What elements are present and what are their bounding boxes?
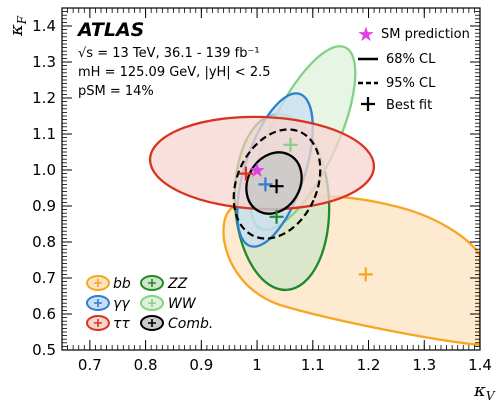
psm-label: pSM = 14% — [78, 84, 154, 99]
legend-95-label: 95% CL — [386, 76, 436, 91]
svg-text:ZZ: ZZ — [167, 276, 188, 292]
x-tick-label: 1.2 — [357, 356, 381, 374]
legend-sm-label: SM prediction — [381, 27, 470, 42]
legend-entry-bb: bb — [86, 275, 131, 292]
best-fit-cross- — [238, 166, 253, 181]
y-tick-label: 1.3 — [32, 53, 56, 71]
legend-entry-tautau: ττ — [86, 315, 130, 332]
legend-68-label: 68% CL — [386, 52, 436, 67]
legend-bestfit-label: Best fit — [386, 98, 432, 113]
best-fit-markers: ★ — [238, 137, 373, 282]
legend-entry-zz: ZZ — [140, 275, 188, 292]
x-tick-label: 1.3 — [412, 356, 436, 374]
x-tick-label: 0.9 — [189, 356, 213, 374]
y-tick-label: 0.5 — [32, 341, 56, 359]
style-legend: ★ SM prediction 68% CL 95% CL Best fit — [357, 22, 470, 113]
svg-text:Comb.: Comb. — [168, 316, 213, 332]
y-tick-label: 1.4 — [32, 17, 56, 35]
contour-comb-68 — [245, 151, 303, 215]
axis-ticks: 0.7 0.8 0.9 1 1.1 1.2 1.3 1.4 0.5 0.6 0.7 0.8 0.9 1.0… — [32, 7, 492, 374]
svg-text:γγ: γγ — [113, 296, 130, 312]
energy-lumi-label: √s = 13 TeV, 36.1 - 139 fb⁻¹ — [78, 46, 260, 61]
best-fit-cross-ww — [283, 137, 298, 152]
contour-comb-95 — [232, 128, 322, 240]
channel-legend: bb ZZ γγ WW ττ Comb. — [86, 275, 213, 332]
y-tick-label: 0.6 — [32, 305, 56, 323]
best-fit-cross-comb — [269, 179, 284, 194]
sm-prediction-star-icon: ★ — [248, 158, 266, 182]
y-tick-label: 0.8 — [32, 233, 56, 251]
legend-bestfit-cross-icon — [361, 97, 375, 111]
x-tick-label: 1.1 — [301, 356, 325, 374]
best-fit-cross- — [258, 177, 273, 192]
y-tick-label: 1.0 — [32, 161, 56, 179]
plot-frame — [61, 7, 481, 351]
best-fit-cross-bb — [358, 267, 373, 282]
legend-entry-comb: Comb. — [140, 315, 213, 332]
x-tick-label: 1 — [252, 356, 262, 374]
y-tick-label: 0.7 — [32, 269, 56, 287]
y-tick-label: 1.1 — [32, 125, 56, 143]
x-axis-label: κV — [473, 380, 496, 403]
legend-entry-ww: WW — [140, 295, 197, 312]
y-tick-label: 1.2 — [32, 89, 56, 107]
x-tick-label: 0.7 — [78, 356, 102, 374]
svg-text:WW: WW — [168, 296, 197, 312]
best-fit-cross-zz — [269, 209, 284, 224]
y-tick-label: 0.9 — [32, 197, 56, 215]
x-tick-label: 0.8 — [134, 356, 158, 374]
svg-text:bb: bb — [113, 276, 131, 292]
sm-star-icon: ★ — [357, 22, 375, 46]
higgs-mass-label: mH = 125.09 GeV, |yH| < 2.5 — [78, 65, 271, 80]
y-axis-label: κF — [6, 15, 29, 37]
svg-text:ττ: ττ — [113, 316, 130, 332]
atlas-label: ATLAS — [76, 19, 144, 41]
legend-entry-gg: γγ — [86, 295, 130, 312]
x-tick-label: 1.4 — [468, 356, 492, 374]
